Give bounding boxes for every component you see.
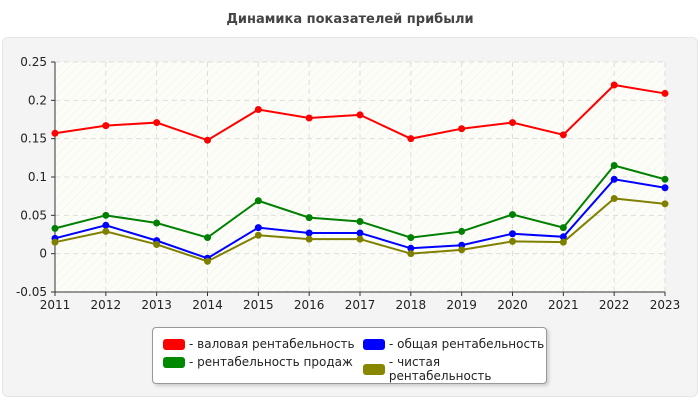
data-point [509, 119, 516, 127]
data-point [610, 175, 618, 183]
data-point [254, 106, 262, 114]
legend-swatch [363, 363, 385, 375]
legend-label: - чистая рентабельность [388, 355, 492, 383]
data-point [559, 224, 567, 232]
data-point [356, 235, 364, 243]
data-point [458, 246, 466, 254]
x-tick-label: 2015 [243, 298, 274, 312]
x-tick-label: 2019 [446, 298, 477, 312]
data-point [102, 227, 110, 235]
data-point [661, 184, 669, 192]
data-point [102, 211, 110, 219]
data-point [407, 234, 415, 242]
x-tick-label: 2012 [91, 298, 122, 312]
data-point [51, 129, 59, 137]
y-tick-label: 0.15 [20, 132, 47, 146]
x-tick-label: 2020 [497, 298, 528, 312]
data-point [51, 238, 59, 246]
data-point [254, 224, 262, 232]
data-point [102, 221, 110, 229]
data-point [661, 175, 669, 183]
legend-item: - валовая рентабельность [163, 337, 355, 351]
data-point [305, 235, 313, 243]
x-tick-label: 2017 [345, 298, 376, 312]
data-point [509, 237, 516, 245]
legend-item: - рентабельность продаж [163, 355, 353, 369]
data-point [305, 229, 313, 237]
data-point [356, 229, 364, 237]
data-point [610, 194, 618, 202]
x-tick-label: 2018 [396, 298, 427, 312]
x-tick-label: 2011 [40, 298, 71, 312]
x-tick-label: 2016 [294, 298, 325, 312]
data-point [356, 111, 364, 119]
data-point [610, 81, 618, 89]
data-point [407, 250, 415, 258]
legend-swatch [163, 338, 185, 350]
data-point [356, 217, 364, 225]
data-point [204, 234, 211, 242]
y-tick-label: 0.2 [28, 93, 47, 107]
data-point [102, 122, 110, 130]
data-point [509, 211, 516, 219]
data-point [153, 240, 161, 248]
y-tick-label: 0 [39, 247, 47, 261]
y-tick-label: 0.25 [20, 55, 47, 69]
y-tick-label: 0.05 [20, 208, 47, 222]
y-tick-label: -0.05 [16, 285, 47, 299]
data-point [153, 119, 161, 127]
data-point [51, 224, 59, 232]
legend-label: - рентабельность продаж [189, 355, 353, 369]
data-point [559, 131, 567, 139]
data-point [204, 257, 211, 265]
data-point [559, 233, 567, 241]
data-point [509, 230, 516, 238]
data-point [661, 200, 669, 208]
data-point [458, 125, 466, 133]
y-tick-label: 0.1 [28, 170, 47, 184]
data-point [204, 136, 211, 144]
legend-label: - валовая рентабельность [189, 337, 355, 351]
legend-swatch [363, 338, 385, 350]
data-point [305, 214, 313, 222]
data-point [305, 114, 313, 122]
x-tick-label: 2013 [141, 298, 172, 312]
data-point [458, 227, 466, 235]
data-point [153, 219, 161, 227]
legend: - валовая рентабельность - общая рентабе… [152, 327, 547, 384]
chart-title: Динамика показателей прибыли [226, 12, 474, 27]
data-point [661, 89, 669, 97]
data-point [254, 197, 262, 205]
data-point [559, 238, 567, 246]
legend-item: - общая рентабельность [363, 337, 544, 351]
data-point [407, 135, 415, 143]
legend-label: - общая рентабельность [389, 337, 545, 351]
legend-item: - чистая рентабельность [363, 355, 546, 383]
x-tick-label: 2022 [599, 298, 630, 312]
data-point [407, 244, 415, 252]
x-tick-label: 2023 [650, 298, 681, 312]
x-tick-label: 2021 [548, 298, 579, 312]
x-tick-label: 2014 [192, 298, 223, 312]
legend-swatch [163, 356, 185, 368]
data-point [254, 231, 262, 239]
data-point [610, 162, 618, 169]
